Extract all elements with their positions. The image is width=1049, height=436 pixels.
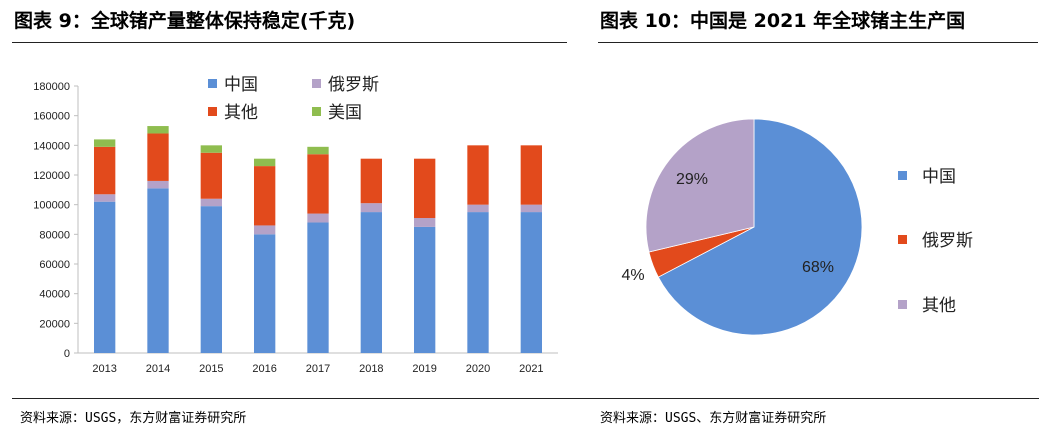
x-tick-label-2021: 2021 — [519, 363, 543, 375]
x-tick-label-2020: 2020 — [466, 363, 490, 375]
y-tick-label-6: 120000 — [33, 170, 70, 182]
y-tick-label-3: 60000 — [39, 259, 70, 271]
y-tick-label-8: 160000 — [33, 111, 70, 123]
y-tick-label-0: 0 — [64, 348, 70, 360]
bottom-divider — [12, 398, 1039, 399]
x-tick-label-2014: 2014 — [146, 363, 170, 375]
top-divider-left — [12, 42, 567, 43]
pie-slice-label-0: 68% — [802, 259, 834, 276]
bar-2018-series-1 — [360, 203, 382, 213]
bar-2016-series-3 — [254, 158, 276, 167]
bar-2021-series-0 — [520, 212, 542, 353]
bar-2021-series-2 — [520, 145, 542, 205]
bar-2013-series-2 — [94, 146, 116, 195]
x-tick-label-2015: 2015 — [199, 363, 223, 375]
bar-2017-series-0 — [307, 222, 329, 353]
x-tick-label-2017: 2017 — [306, 363, 330, 375]
bar-2017-series-3 — [307, 146, 329, 155]
bar-legend-swatch-0 — [208, 79, 217, 88]
bar-2019-series-0 — [414, 226, 436, 353]
pie-legend-swatch-1 — [898, 235, 907, 244]
bar-legend-label-1: 俄罗斯 — [328, 75, 379, 95]
bar-legend-swatch-3 — [312, 107, 321, 116]
pie-slice-2 — [645, 118, 755, 253]
pie-legend-swatch-2 — [898, 300, 907, 309]
top-divider-right — [598, 42, 1038, 43]
bar-2020-series-2 — [467, 145, 489, 205]
y-tick-label-5: 100000 — [33, 200, 70, 212]
bar-2019-series-2 — [414, 158, 436, 219]
pie-slice-label-2: 29% — [676, 171, 708, 188]
left-source-note: 资料来源：USGS，东方财富证券研究所 — [20, 411, 247, 426]
bar-2015-series-3 — [200, 145, 222, 153]
bar-legend-swatch-2 — [208, 107, 217, 116]
y-tick-label-7: 140000 — [33, 140, 70, 152]
bar-2015-series-2 — [200, 152, 222, 199]
bar-2020-series-1 — [467, 204, 489, 213]
pie-legend-swatch-0 — [898, 171, 907, 180]
bar-2015-series-0 — [200, 206, 222, 353]
bar-2016-series-0 — [254, 234, 276, 353]
bar-2013-series-3 — [94, 139, 116, 147]
bar-2014-series-2 — [147, 133, 169, 181]
pie-legend-label-1: 俄罗斯 — [922, 231, 973, 251]
left-chart-title: 图表 9：全球锗产量整体保持稳定(千克) — [14, 10, 356, 32]
y-tick-label-9: 180000 — [33, 81, 70, 93]
bar-2014-series-3 — [147, 126, 169, 134]
right-chart-title: 图表 10：中国是 2021 年全球锗主生产国 — [600, 10, 966, 32]
bar-2017-series-2 — [307, 154, 329, 214]
bar-2013-series-1 — [94, 194, 116, 202]
bar-2014-series-1 — [147, 180, 169, 189]
bar-2014-series-0 — [147, 188, 169, 353]
bar-2021-series-1 — [520, 204, 542, 213]
pie-slice-0 — [657, 118, 863, 336]
pie-legend-label-0: 中国 — [922, 167, 956, 187]
y-tick-label-4: 80000 — [39, 229, 70, 241]
x-tick-label-2013: 2013 — [92, 363, 116, 375]
bar-2015-series-1 — [200, 198, 222, 207]
bar-legend-swatch-1 — [312, 79, 321, 88]
bar-legend-label-3: 美国 — [328, 103, 362, 123]
bar-2019-series-1 — [414, 218, 436, 227]
pie-legend-label-2: 其他 — [922, 296, 956, 316]
pie-slice-label-1: 4% — [621, 267, 644, 284]
right-source-note: 资料来源：USGS、东方财富证券研究所 — [600, 411, 827, 426]
bar-2020-series-0 — [467, 212, 489, 353]
bar-legend-label-0: 中国 — [224, 75, 258, 95]
y-tick-label-2: 40000 — [39, 289, 70, 301]
y-tick-label-1: 20000 — [39, 318, 70, 330]
bar-2018-series-2 — [360, 158, 382, 204]
bar-2018-series-0 — [360, 212, 382, 353]
bar-2016-series-1 — [254, 225, 276, 235]
x-tick-label-2016: 2016 — [252, 363, 276, 375]
bar-2017-series-1 — [307, 213, 329, 223]
x-tick-label-2019: 2019 — [412, 363, 436, 375]
x-tick-label-2018: 2018 — [359, 363, 383, 375]
bar-2016-series-2 — [254, 166, 276, 226]
bar-2013-series-0 — [94, 201, 116, 353]
bar-legend-label-2: 其他 — [224, 103, 258, 123]
